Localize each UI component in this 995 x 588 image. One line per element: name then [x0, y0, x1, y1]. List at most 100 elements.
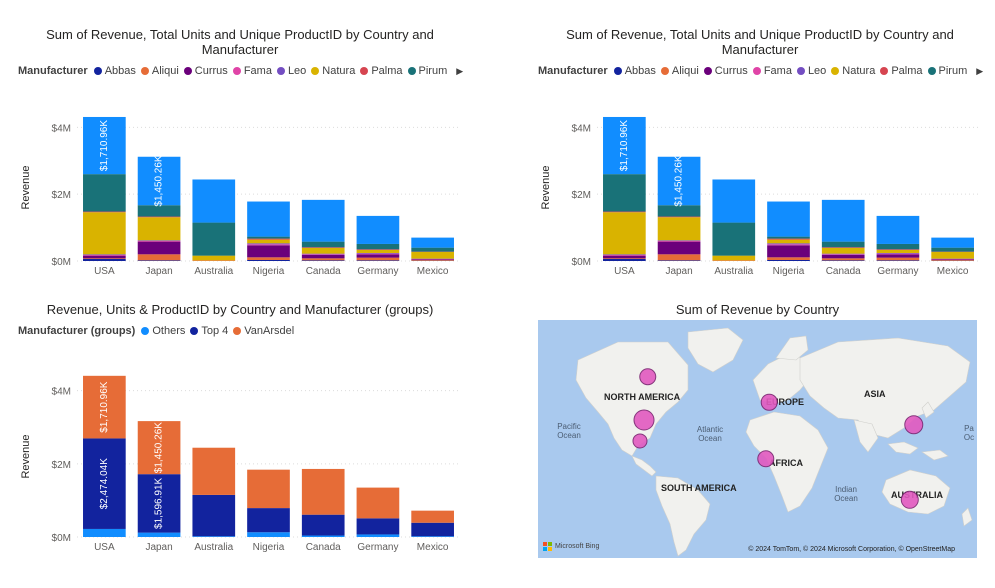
bar-segment-australia-pirum[interactable] [712, 222, 756, 256]
bar-segment-mexico-aliqui[interactable] [411, 259, 454, 261]
map-bubble-mexico[interactable] [632, 433, 648, 449]
bar-segment-canada-fama[interactable] [821, 254, 865, 255]
bar-segment-nigeria-natura[interactable] [247, 239, 290, 244]
bar-segment-japan-currus[interactable] [657, 241, 701, 255]
bar-segment-usa-pirum[interactable] [603, 174, 646, 212]
bar-segment-nigeria-leo[interactable] [247, 243, 290, 245]
bar-segment-australia-natura[interactable] [712, 255, 756, 261]
bar-segment-usa-vanarsdel[interactable] [603, 116, 646, 175]
chart-visual-2[interactable]: Sum of Revenue, Total Units and Unique P… [535, 25, 985, 285]
bar-segment-mexico-vanarsdel[interactable] [411, 510, 454, 523]
bar-segment-usa-currus[interactable] [603, 255, 646, 259]
bar-segment-nigeria-natura[interactable] [767, 239, 810, 244]
legend-item-others[interactable]: Others [141, 325, 185, 337]
bar-segment-canada-vanarsdel[interactable] [301, 468, 345, 515]
bar-segment-nigeria-currus[interactable] [247, 245, 290, 258]
bar-segment-germany-pirum[interactable] [356, 243, 400, 250]
bar-segment-japan-vanarsdel[interactable] [657, 156, 701, 206]
bar-segment-japan-top-4[interactable] [137, 474, 181, 533]
bar-segment-usa-top-4[interactable] [83, 438, 126, 529]
bar-segment-mexico-aliqui[interactable] [931, 259, 974, 261]
legend-item-currus[interactable]: Currus [183, 65, 228, 77]
bar-segment-canada-palma[interactable] [821, 247, 865, 248]
legend-item-vanarsdel[interactable]: VanArsdel [233, 325, 294, 337]
map-bubble-japan[interactable] [904, 415, 924, 435]
bar-segment-germany-leo[interactable] [356, 252, 400, 254]
bar-segment-germany-currus[interactable] [356, 254, 400, 258]
bar-segment-mexico-natura[interactable] [931, 251, 974, 259]
bar-segment-japan-aliqui[interactable] [657, 254, 701, 261]
bar-segment-nigeria-aliqui[interactable] [247, 257, 290, 260]
legend-item-abbas[interactable]: Abbas [93, 65, 136, 77]
bar-segment-japan-vanarsdel[interactable] [137, 156, 181, 206]
bar-segment-nigeria-pirum[interactable] [767, 236, 810, 239]
bar-segment-canada-abbas[interactable] [821, 260, 865, 261]
bar-segment-usa-palma[interactable] [603, 211, 646, 213]
bar-segment-japan-abbas[interactable] [657, 260, 701, 261]
bar-segment-canada-pirum[interactable] [821, 241, 865, 248]
legend-item-leo[interactable]: Leo [276, 65, 306, 77]
bar-segment-usa-leo[interactable] [603, 254, 646, 255]
bar-segment-canada-currus[interactable] [301, 254, 345, 259]
bar-segment-nigeria-top-4[interactable] [247, 508, 290, 533]
bar-segment-nigeria-vanarsdel[interactable] [247, 469, 290, 509]
legend-item-currus[interactable]: Currus [703, 65, 748, 77]
bar-segment-canada-leo[interactable] [301, 253, 345, 255]
bar-segment-canada-top-4[interactable] [301, 514, 345, 536]
map-bubble-usa[interactable] [633, 409, 655, 431]
legend-item-aliqui[interactable]: Aliqui [660, 65, 699, 77]
bar-segment-usa-palma[interactable] [83, 211, 126, 213]
bar-segment-japan-natura[interactable] [657, 217, 701, 241]
bar-segment-germany-others[interactable] [356, 534, 400, 537]
bar-segment-usa-vanarsdel[interactable] [83, 375, 126, 439]
bar-segment-japan-natura[interactable] [137, 217, 181, 241]
bar-segment-germany-fama[interactable] [356, 253, 400, 255]
legend-item-palma[interactable]: Palma [360, 65, 403, 77]
bar-segment-nigeria-aliqui[interactable] [767, 257, 810, 260]
bar-segment-canada-fama[interactable] [301, 254, 345, 255]
bar-segment-germany-vanarsdel[interactable] [356, 487, 400, 519]
bar-segment-mexico-vanarsdel[interactable] [931, 237, 974, 248]
bar-segment-canada-palma[interactable] [301, 247, 345, 248]
bar-segment-japan-leo[interactable] [137, 240, 181, 241]
bar-segment-germany-leo[interactable] [876, 252, 920, 254]
legend-item-natura[interactable]: Natura [831, 65, 875, 77]
bar-segment-australia-pirum[interactable] [192, 222, 236, 256]
bar-segment-australia-vanarsdel[interactable] [192, 447, 236, 495]
bar-segment-germany-abbas[interactable] [356, 260, 400, 261]
bar-segment-nigeria-vanarsdel[interactable] [247, 201, 290, 237]
legend-item-palma[interactable]: Palma [880, 65, 923, 77]
bar-chart-1[interactable]: Revenue $0M $2M $4M $1,710.96K USA $1,450.26K J… [15, 25, 465, 287]
bar-segment-nigeria-pirum[interactable] [247, 236, 290, 239]
bar-segment-mexico-natura[interactable] [411, 251, 454, 259]
bar-segment-mexico-pirum[interactable] [411, 247, 454, 252]
bar-segment-canada-natura[interactable] [301, 247, 345, 254]
bar-segment-japan-leo[interactable] [657, 240, 701, 241]
bar-segment-japan-fama[interactable] [657, 240, 701, 242]
bar-segment-canada-others[interactable] [301, 535, 345, 537]
bar-segment-australia-vanarsdel[interactable] [192, 179, 236, 223]
bar-segment-mexico-pirum[interactable] [931, 247, 974, 252]
bar-segment-usa-others[interactable] [83, 528, 126, 537]
map-bubble-canada[interactable] [639, 368, 657, 386]
bar-segment-usa-natura[interactable] [603, 212, 646, 255]
bar-segment-mexico-vanarsdel[interactable] [411, 237, 454, 248]
bar-segment-australia-aliqui[interactable] [712, 260, 756, 261]
bar-segment-nigeria-others[interactable] [247, 532, 290, 537]
chart-visual-1[interactable]: Sum of Revenue, Total Units and Unique P… [15, 25, 465, 285]
bar-segment-canada-pirum[interactable] [301, 241, 345, 248]
bar-segment-usa-currus[interactable] [83, 255, 126, 259]
bar-segment-australia-others[interactable] [192, 536, 236, 537]
bar-segment-japan-palma[interactable] [657, 216, 701, 218]
bar-segment-japan-fama[interactable] [137, 240, 181, 242]
bar-segment-nigeria-fama[interactable] [247, 244, 290, 246]
bar-segment-germany-aliqui[interactable] [356, 257, 400, 261]
bar-segment-canada-aliqui[interactable] [821, 258, 865, 261]
bar-segment-nigeria-leo[interactable] [767, 243, 810, 245]
chart-visual-3[interactable]: Revenue, Units & ProductID by Country an… [15, 300, 465, 560]
bar-segment-japan-palma[interactable] [137, 216, 181, 218]
bar-segment-japan-currus[interactable] [137, 241, 181, 255]
bar-segment-usa-aliqui[interactable] [603, 258, 646, 259]
legend-item-top-4[interactable]: Top 4 [190, 325, 228, 337]
bar-segment-australia-top-4[interactable] [192, 494, 236, 537]
